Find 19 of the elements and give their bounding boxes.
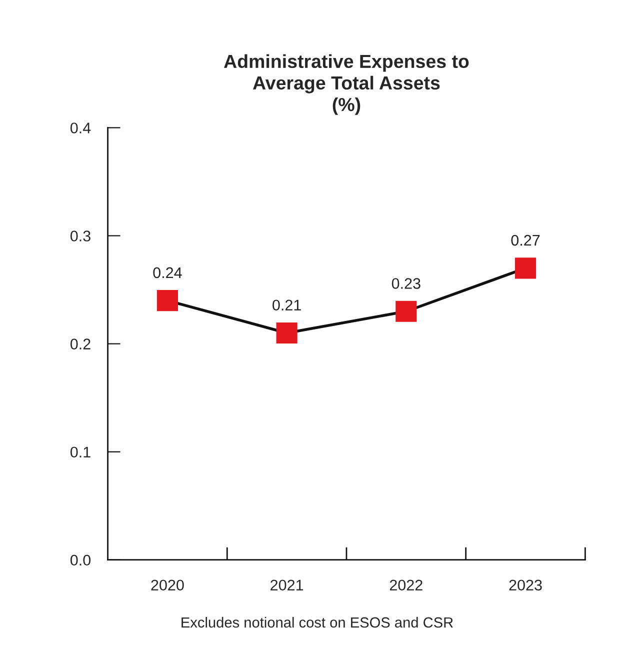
data-label: 0.27 [511,234,540,246]
data-label: 0.23 [392,278,420,289]
point [276,322,298,344]
y-tick-label: 0.1 [70,446,90,458]
x-tick-label: 2022 [390,580,422,591]
data-label: 0.21 [272,300,301,311]
chart-title: Administrative Expenses to Average Total Assets (%) [224,54,469,115]
y-tick-label: 0.2 [70,338,90,350]
text: Excludes notional cost on ESOS and CSR [182,616,453,628]
point [156,290,178,312]
y-tick-label: 0.0 [70,554,91,566]
data-label: 0.24 [153,267,182,278]
x-tick-label: 2021 [270,580,304,591]
x-tick-label: 2020 [151,580,184,591]
y-tick-label: 0.4 [70,122,91,134]
point [396,300,417,322]
point [514,258,536,279]
y-tick-label: 0.3 [70,230,90,242]
x-tick-label: 2023 [509,580,542,591]
